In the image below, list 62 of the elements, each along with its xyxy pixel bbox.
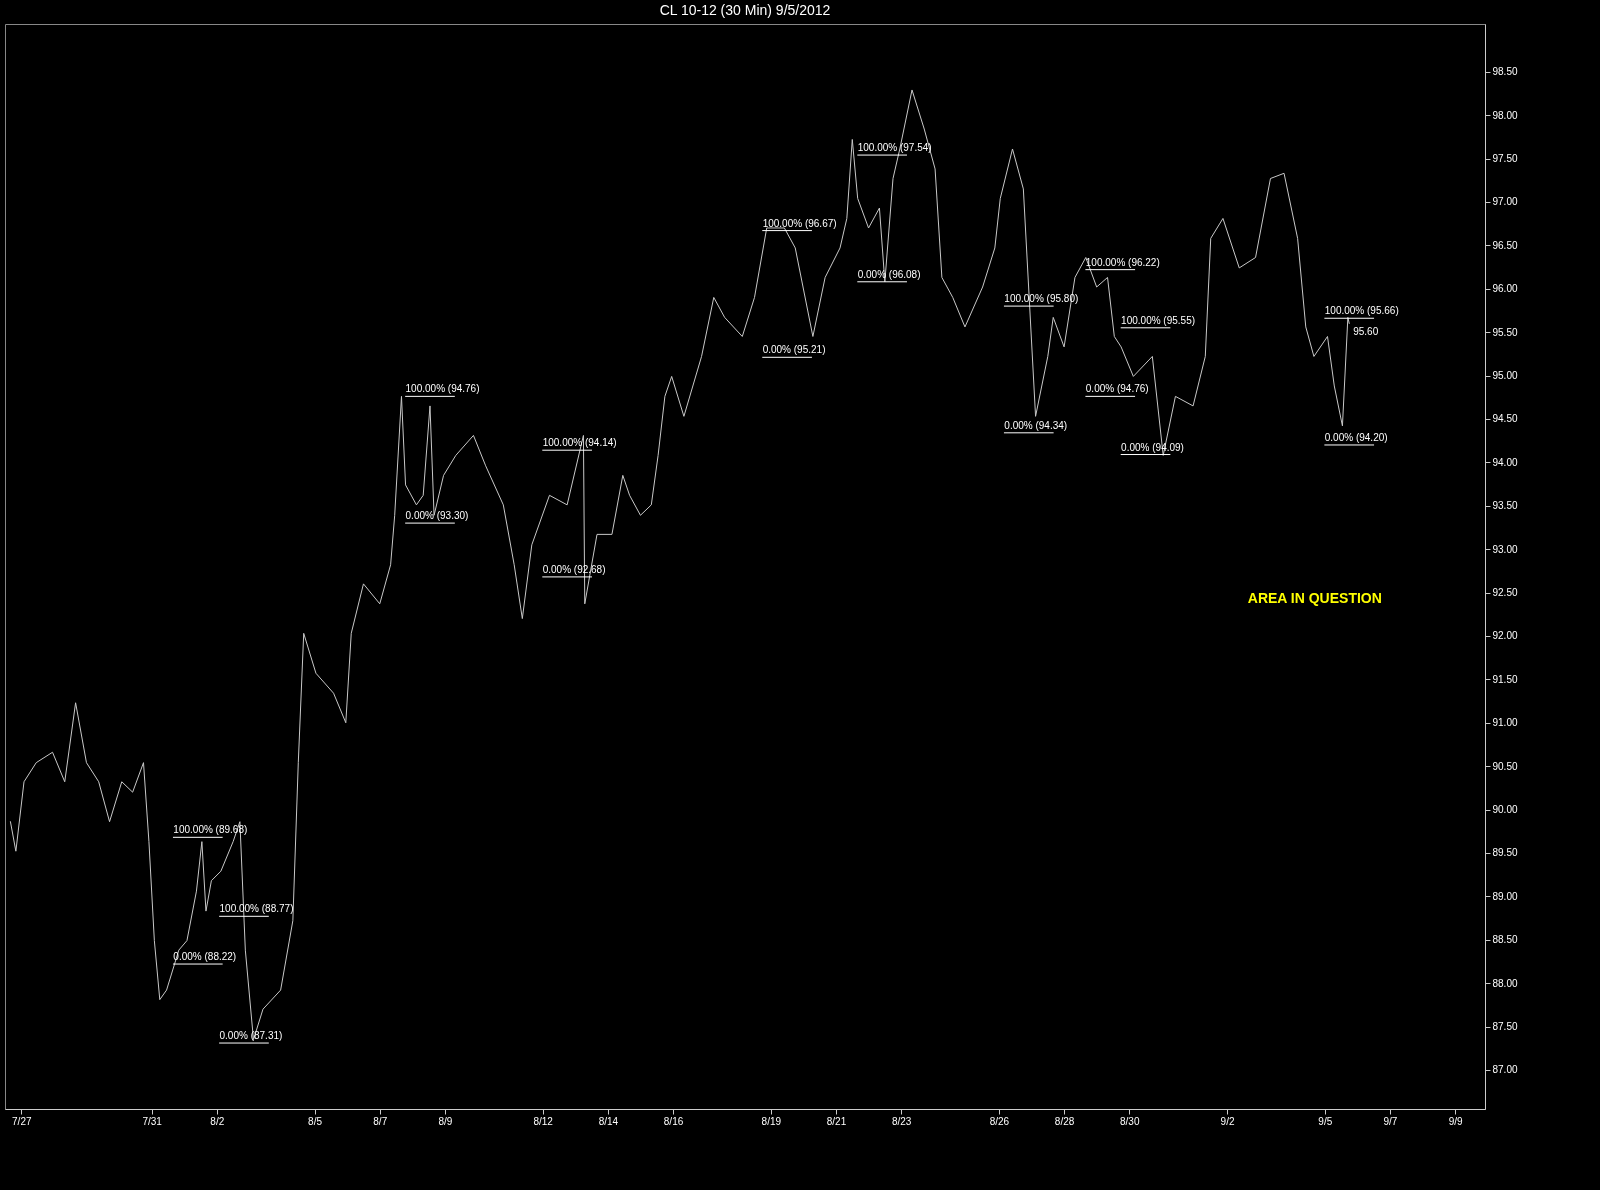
y-tick-label: 92.00	[1492, 630, 1518, 642]
y-tick-label: 91.50	[1492, 673, 1518, 685]
annotation: 0.00% (93.30)	[405, 510, 469, 522]
y-tick-label: 96.50	[1492, 239, 1518, 251]
x-tick-label: 8/5	[308, 1115, 323, 1127]
x-tick-label: 8/21	[826, 1115, 847, 1127]
y-tick-label: 90.00	[1492, 804, 1518, 816]
annotation: 100.00% (89.68)	[173, 824, 248, 836]
y-tick-label: 96.00	[1492, 283, 1518, 295]
x-tick-label: 8/9	[438, 1115, 453, 1127]
annotation: 0.00% (94.20)	[1324, 431, 1388, 443]
y-tick-label: 89.00	[1492, 890, 1518, 902]
annotation: AREA IN QUESTION	[1247, 590, 1382, 607]
y-tick-label: 88.00	[1492, 977, 1518, 989]
x-tick-label: 9/9	[1448, 1115, 1464, 1127]
y-tick-label: 94.00	[1492, 456, 1518, 468]
y-tick-label: 98.50	[1492, 66, 1518, 78]
x-tick-label: 9/2	[1220, 1115, 1235, 1127]
y-tick-label: 97.50	[1492, 153, 1518, 165]
annotation: 0.00% (94.76)	[1085, 383, 1149, 395]
y-tick-label: 87.50	[1492, 1021, 1518, 1033]
y-tick-label: 93.50	[1492, 500, 1518, 512]
x-tick-label: 8/16	[663, 1115, 684, 1127]
x-tick-label: 8/30	[1120, 1115, 1140, 1127]
annotation: 0.00% (95.21)	[762, 344, 826, 356]
x-tick-label: 8/26	[989, 1115, 1010, 1127]
annotation: 95.60	[1353, 326, 1379, 338]
x-tick-label: 7/27	[12, 1115, 32, 1127]
y-tick-label: 97.00	[1492, 196, 1518, 208]
x-tick-label: 8/14	[598, 1115, 619, 1127]
annotation: 100.00% (94.14)	[542, 437, 617, 449]
x-tick-label: 8/23	[891, 1115, 912, 1127]
annotation: 0.00% (88.22)	[173, 951, 237, 963]
annotation: 100.00% (96.67)	[762, 217, 837, 229]
y-tick-label: 88.50	[1492, 934, 1518, 946]
y-tick-label: 95.50	[1492, 326, 1518, 338]
annotation: 100.00% (95.66)	[1324, 305, 1399, 317]
x-tick-label: 7/31	[142, 1115, 163, 1127]
y-tick-label: 93.00	[1492, 543, 1518, 555]
chart-title: CL 10-12 (30 Min) 9/5/2012	[659, 2, 831, 18]
annotation: 100.00% (96.22)	[1085, 256, 1160, 268]
annotation: 100.00% (94.76)	[405, 383, 480, 395]
annotation: 100.00% (97.54)	[857, 142, 932, 154]
x-tick-label: 9/7	[1383, 1115, 1398, 1127]
x-tick-label: 8/7	[373, 1115, 388, 1127]
y-tick-label: 91.00	[1492, 717, 1518, 729]
y-tick-label: 98.00	[1492, 109, 1518, 121]
y-tick-label: 95.00	[1492, 370, 1518, 382]
y-tick-label: 89.50	[1492, 847, 1518, 859]
x-tick-label: 8/12	[533, 1115, 554, 1127]
annotation: 100.00% (95.80)	[1004, 293, 1079, 305]
annotation: 0.00% (87.31)	[219, 1030, 283, 1042]
annotation: 100.00% (95.55)	[1121, 314, 1196, 326]
annotation: 0.00% (94.34)	[1004, 419, 1068, 431]
y-tick-label: 92.50	[1492, 587, 1518, 599]
x-tick-label: 8/2	[210, 1115, 225, 1127]
y-tick-label: 90.50	[1492, 760, 1518, 772]
x-tick-label: 9/5	[1318, 1115, 1333, 1127]
y-tick-label: 94.50	[1492, 413, 1518, 425]
x-tick-label: 8/28	[1054, 1115, 1075, 1127]
x-tick-label: 8/19	[761, 1115, 782, 1127]
y-tick-label: 87.00	[1492, 1064, 1518, 1076]
